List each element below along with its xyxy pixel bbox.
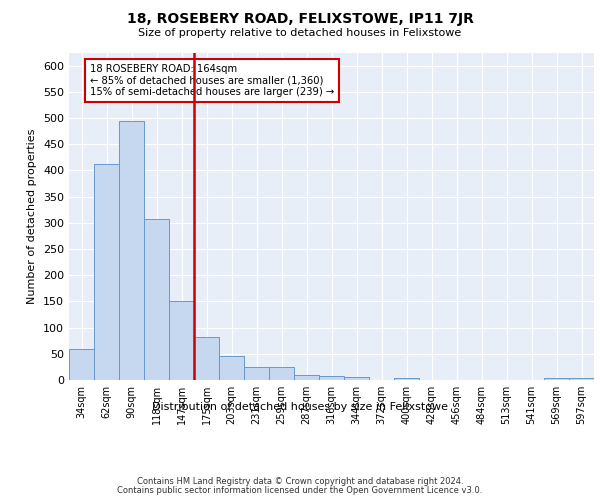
Bar xyxy=(144,219,169,380)
Y-axis label: Number of detached properties: Number of detached properties xyxy=(28,128,37,304)
Bar xyxy=(394,378,419,380)
Text: 18 ROSEBERY ROAD: 164sqm
← 85% of detached houses are smaller (1,360)
15% of sem: 18 ROSEBERY ROAD: 164sqm ← 85% of detach… xyxy=(90,64,334,97)
Bar xyxy=(244,367,269,380)
Bar xyxy=(294,375,319,380)
Bar xyxy=(219,356,244,380)
Bar xyxy=(194,337,219,380)
Text: Size of property relative to detached houses in Felixstowe: Size of property relative to detached ho… xyxy=(139,28,461,38)
Bar xyxy=(269,367,294,380)
Bar xyxy=(569,378,594,380)
Bar xyxy=(69,348,94,380)
Bar xyxy=(344,378,369,380)
Bar xyxy=(169,302,194,380)
Bar xyxy=(94,164,119,380)
Text: Contains public sector information licensed under the Open Government Licence v3: Contains public sector information licen… xyxy=(118,486,482,495)
Bar xyxy=(544,378,569,380)
Text: 18, ROSEBERY ROAD, FELIXSTOWE, IP11 7JR: 18, ROSEBERY ROAD, FELIXSTOWE, IP11 7JR xyxy=(127,12,473,26)
Bar xyxy=(319,376,344,380)
Bar xyxy=(119,120,144,380)
Text: Contains HM Land Registry data © Crown copyright and database right 2024.: Contains HM Land Registry data © Crown c… xyxy=(137,477,463,486)
Text: Distribution of detached houses by size in Felixstowe: Distribution of detached houses by size … xyxy=(152,402,448,412)
